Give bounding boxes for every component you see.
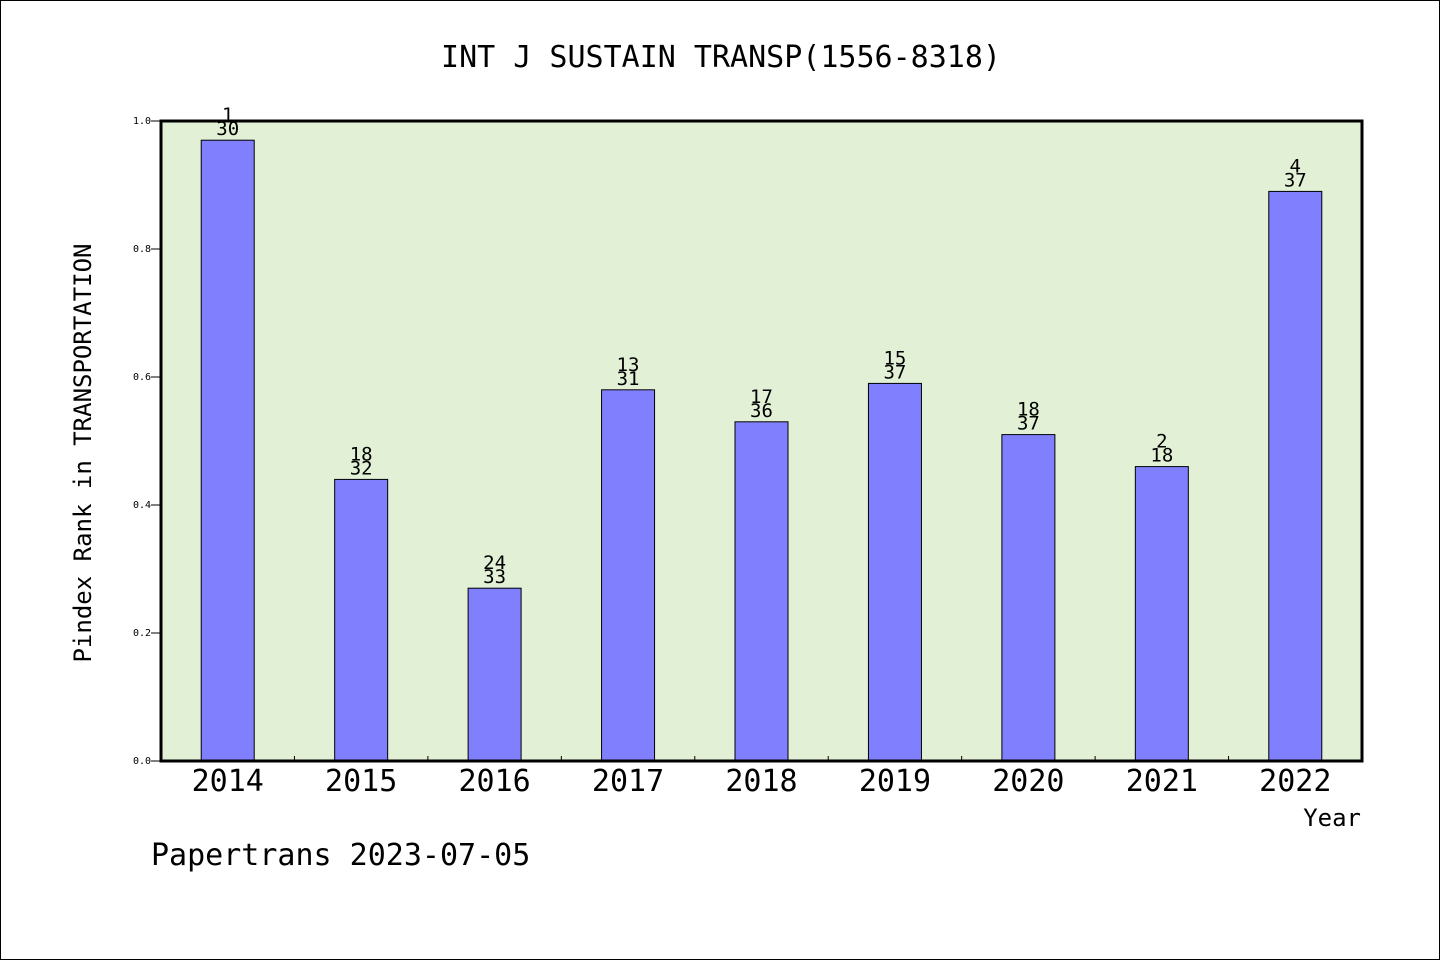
rank-label: 1 <box>222 104 233 126</box>
y-tick-label: 1.0 <box>133 116 151 127</box>
bar-2021 <box>1134 466 1189 762</box>
footer-credit: Papertrans 2023-07-05 <box>151 838 530 873</box>
x-tick-label: 2015 <box>325 764 397 799</box>
total-label: 37 <box>883 361 906 383</box>
bar-2022 <box>1268 190 1323 762</box>
total-label: 18 <box>1150 445 1173 467</box>
total-label: 37 <box>1284 169 1307 191</box>
y-tick-label: 0.4 <box>133 500 151 511</box>
y-tick-label: 0.8 <box>133 244 151 255</box>
total-label: 37 <box>1017 413 1040 435</box>
y-tick-label: 0.6 <box>133 372 151 383</box>
plot-border <box>159 119 1364 763</box>
bar-2015 <box>334 478 389 762</box>
bar-2017 <box>601 389 656 762</box>
x-tick-label: 2020 <box>992 764 1064 799</box>
x-axis-label: Year <box>1303 804 1361 832</box>
y-tick-label: 0.2 <box>133 628 151 639</box>
bar-2014 <box>200 139 255 762</box>
total-label: 31 <box>617 368 640 390</box>
bar-2016 <box>467 587 522 762</box>
chart-title: INT J SUSTAIN TRANSP(1556-8318) <box>441 40 1001 75</box>
total-label: 33 <box>483 566 506 588</box>
rank-label: 4 <box>1290 155 1301 177</box>
x-tick-label: 2022 <box>1259 764 1331 799</box>
rank-label: 13 <box>617 354 640 376</box>
x-tick-label: 2021 <box>1126 764 1198 799</box>
x-tick-label: 2017 <box>592 764 664 799</box>
bars <box>200 139 1323 762</box>
rank-label: 18 <box>350 443 373 465</box>
bar-2019 <box>867 382 922 762</box>
x-axis: 2014 2015 2016 2017 2018 2019 2020 2021 2022 <box>192 756 1331 799</box>
bar-2020 <box>1001 434 1056 762</box>
x-tick-label: 2019 <box>859 764 931 799</box>
rank-label: 17 <box>750 386 773 408</box>
bar-2018 <box>734 421 789 762</box>
rank-label: 18 <box>1017 399 1040 421</box>
y-axis: 0.0 0.2 0.4 0.6 0.8 1.0 <box>133 116 161 767</box>
x-tick-label: 2014 <box>192 764 264 799</box>
rank-label: 24 <box>483 552 506 574</box>
x-tick-label: 2018 <box>725 764 797 799</box>
rank-label: 15 <box>883 347 906 369</box>
total-label: 30 <box>216 118 239 140</box>
y-axis-label: Pindex Rank in TRANSPORTATION <box>69 243 97 662</box>
rank-label: 2 <box>1156 431 1167 453</box>
total-label: 36 <box>750 400 773 422</box>
total-label: 32 <box>350 457 373 479</box>
y-tick-label: 0.0 <box>133 756 151 767</box>
x-tick-label: 2016 <box>458 764 530 799</box>
